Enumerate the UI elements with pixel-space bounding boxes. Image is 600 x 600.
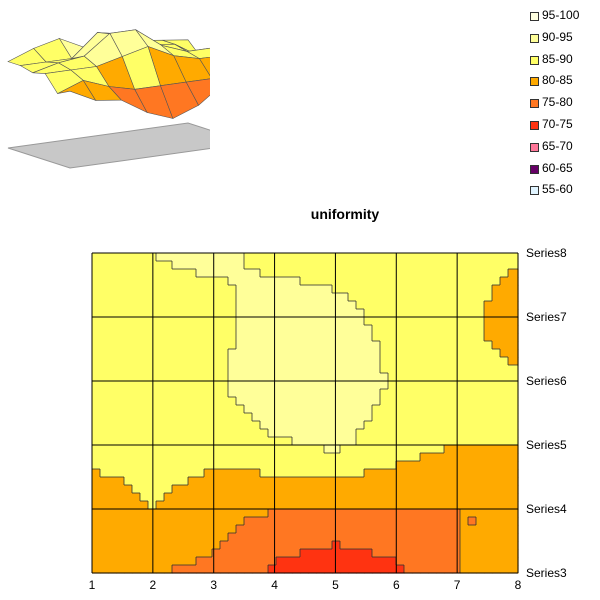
legend-item: 65-70 (530, 139, 598, 161)
legend-swatch (530, 186, 539, 196)
gridlines (91, 252, 519, 574)
x-tick-label: 4 (271, 578, 278, 592)
contour-fill (92, 253, 519, 574)
legend-item: 70-75 (530, 117, 598, 139)
legend-swatch (530, 12, 539, 21)
legend-label: 60-65 (542, 160, 573, 175)
x-tick-label: 5 (332, 578, 339, 592)
legend-swatch (530, 120, 539, 130)
series-tick-label: Series6 (526, 374, 567, 388)
legend-swatch (530, 164, 539, 174)
legend-item: 75-80 (530, 95, 598, 117)
legend-item: 80-85 (530, 73, 598, 95)
x-tick-label: 6 (393, 578, 400, 592)
contour-chart: 1 2 3 4 5 6 7 8 Series3 Series4 Series5 Series6 Seri… (89, 246, 567, 592)
legend-swatch (530, 99, 539, 109)
legend-swatch (530, 77, 539, 87)
x-tick-label: 1 (89, 578, 96, 592)
series-tick-label: Series8 (526, 246, 567, 260)
x-tick-label: 7 (454, 578, 461, 592)
legend-item: 60-65 (530, 161, 598, 183)
legend-swatch (530, 142, 539, 152)
legend-swatch (530, 55, 539, 65)
legend-label: 65-70 (542, 138, 573, 153)
x-tick-label: 2 (150, 578, 157, 592)
legend-label: 55-60 (542, 182, 573, 197)
legend: 95-100 90-95 85-90 80-85 75-80 70-75 65-70 60-6… (530, 8, 598, 204)
legend-item: 95-100 (530, 8, 598, 30)
series-tick-label: Series4 (526, 502, 567, 516)
legend-label: 90-95 (542, 29, 573, 44)
legend-item: 55-60 (530, 182, 598, 204)
legend-label: 95-100 (542, 8, 580, 22)
legend-label: 75-80 (542, 95, 573, 110)
legend-item: 90-95 (530, 30, 598, 52)
legend-item: 85-90 (530, 52, 598, 74)
legend-label: 70-75 (542, 116, 573, 131)
surface-mesh (7, 29, 210, 119)
surface-floor (7, 122, 210, 169)
surface-3d-chart (7, 29, 210, 169)
legend-label: 80-85 (542, 73, 573, 88)
series-tick-label: Series7 (526, 310, 567, 324)
series-tick-label: Series3 (526, 566, 567, 580)
x-tick-label: 8 (515, 578, 522, 592)
x-tick-label: 3 (210, 578, 217, 592)
chart-title: uniformity (310, 206, 380, 222)
legend-label: 85-90 (542, 51, 573, 66)
series-tick-label: Series5 (526, 438, 567, 452)
legend-swatch (530, 33, 539, 43)
